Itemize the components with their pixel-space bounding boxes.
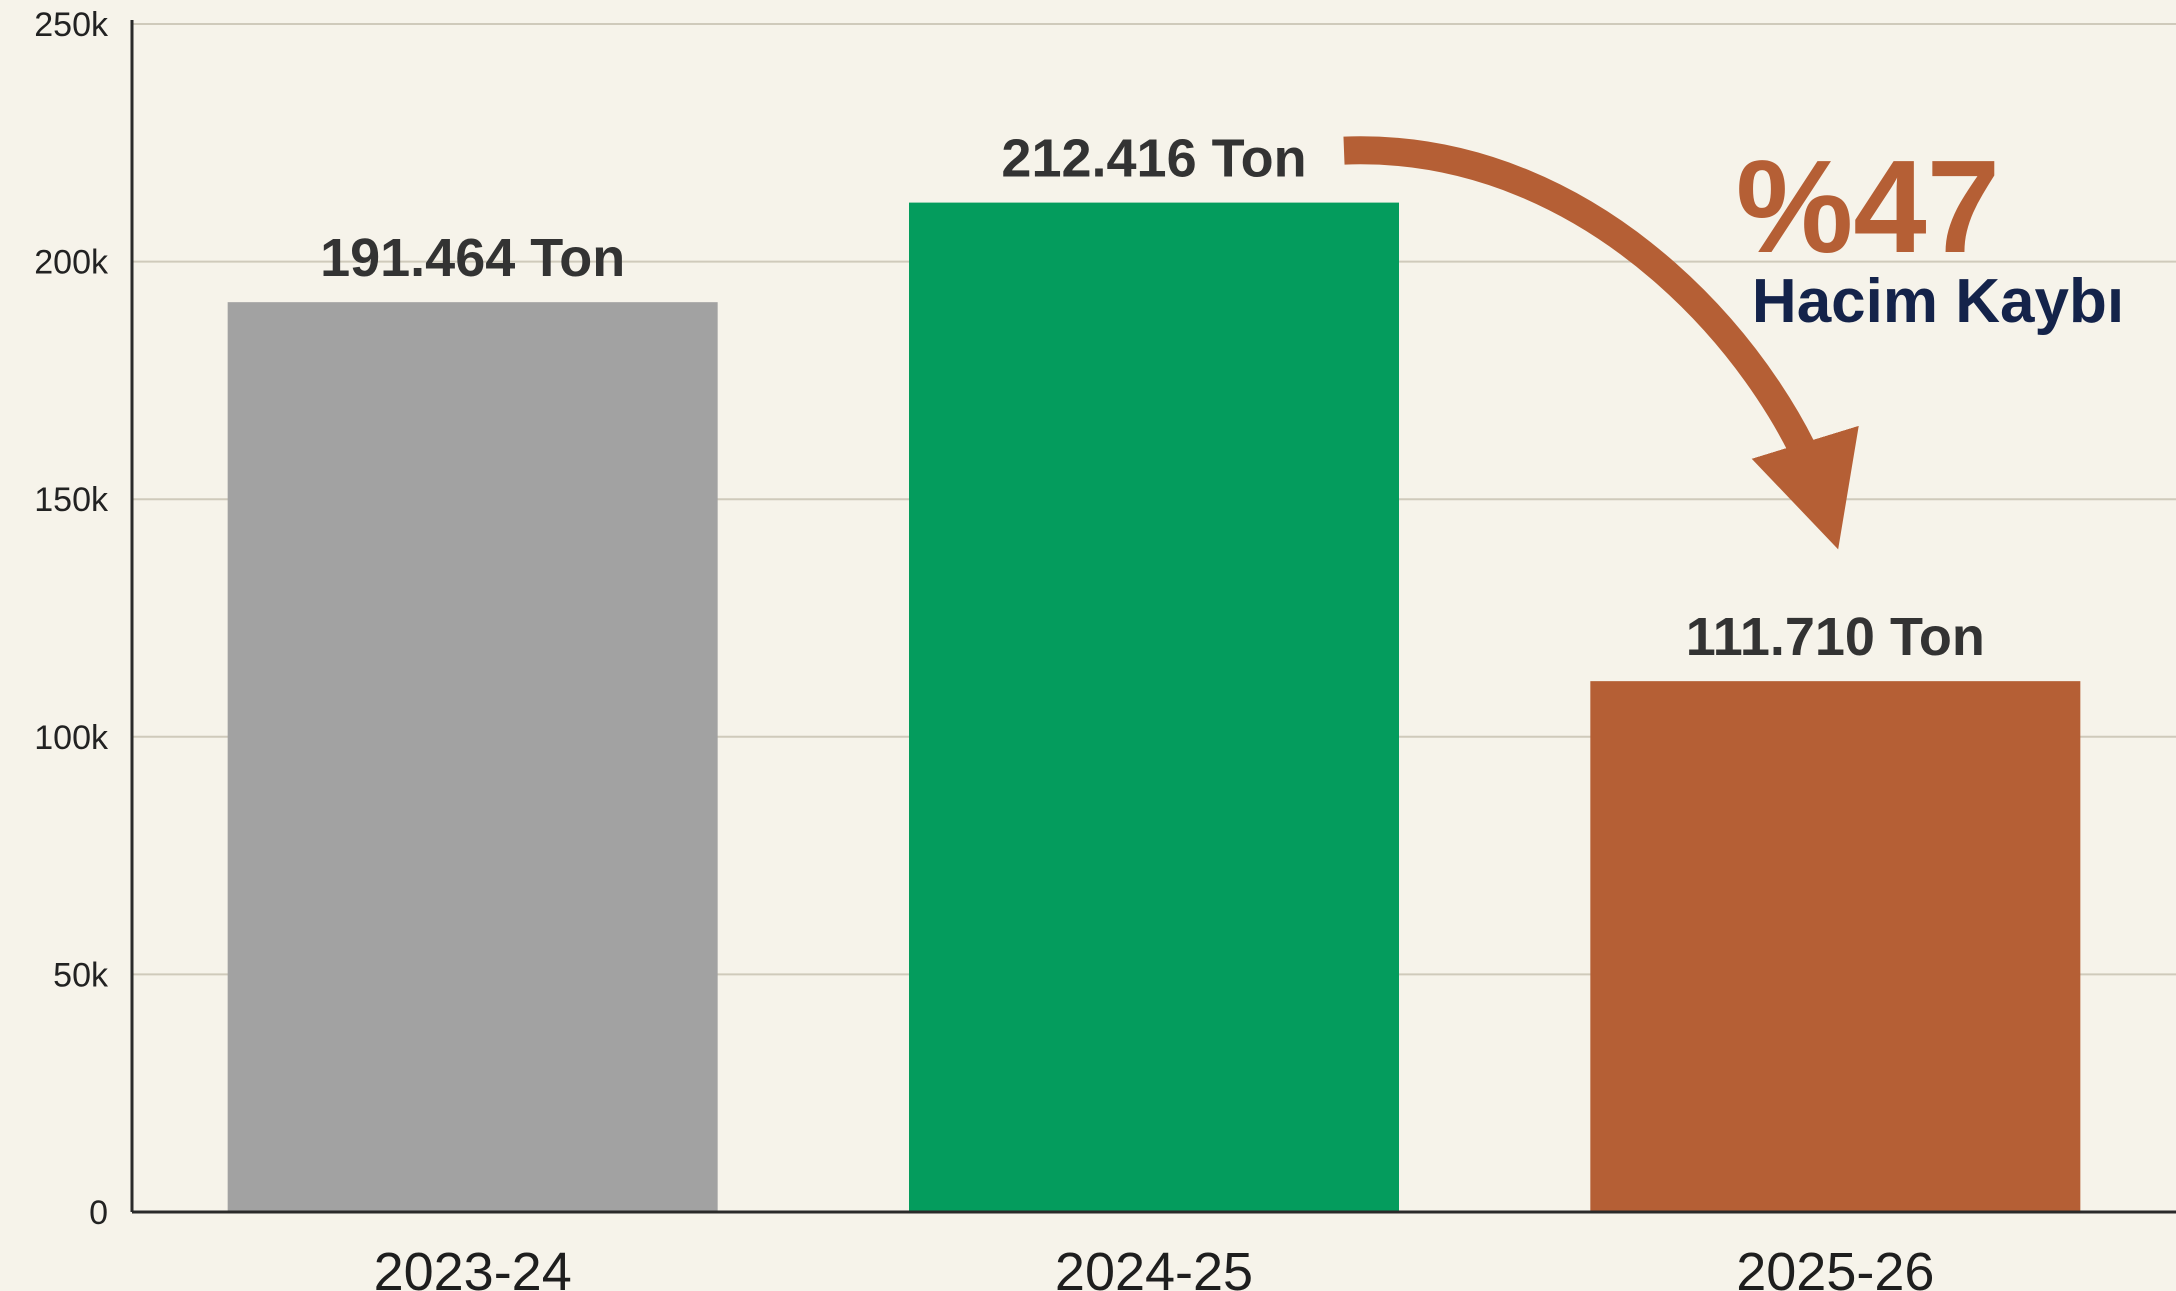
y-tick-label: 250k — [34, 6, 109, 44]
bar — [1590, 681, 2081, 1212]
y-tick-label: 50k — [53, 956, 109, 994]
y-tick-label: 0 — [89, 1194, 108, 1232]
y-tick-label: 150k — [34, 481, 109, 519]
y-tick-label: 100k — [34, 719, 109, 757]
x-category-label: 2024-25 — [1055, 1242, 1253, 1291]
y-tick-label: 200k — [34, 244, 109, 282]
loss-arrow — [1343, 136, 1859, 550]
bar-value-label: 212.416 Ton — [1001, 129, 1306, 189]
bars — [227, 202, 2081, 1212]
bar — [909, 202, 1399, 1212]
x-category-label: 2025-26 — [1736, 1242, 1934, 1291]
bar-value-label: 191.464 Ton — [320, 228, 625, 288]
x-category-label: 2023-24 — [374, 1242, 572, 1291]
bar-value-label: 111.710 Ton — [1686, 607, 1985, 667]
loss-text-label: Hacim Kaybı — [1752, 267, 2124, 336]
loss-percent-label: %47 — [1736, 133, 2000, 280]
axes — [130, 20, 2176, 1214]
labels: 0 50k 100k 150k 200k 250k 191.464 Ton 2023-24 21… — [34, 6, 1985, 1291]
bar — [227, 302, 718, 1212]
loss-annotation: %47 Hacim Kaybı — [1343, 133, 2124, 550]
